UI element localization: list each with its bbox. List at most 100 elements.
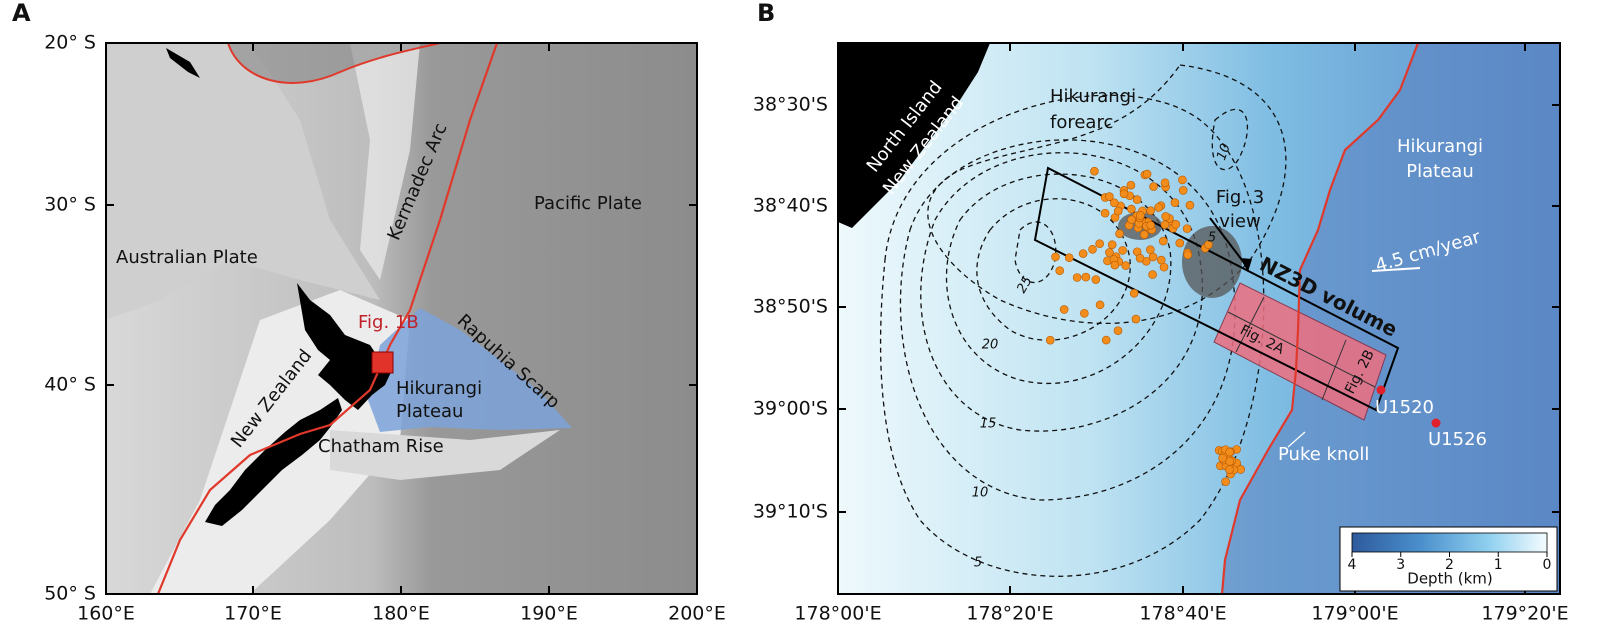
earthquake: [1225, 447, 1234, 457]
colorbar-title: Depth (km): [1407, 570, 1492, 588]
panel-b-frame: [837, 42, 1561, 595]
map-label: Hikurangi: [1397, 136, 1483, 157]
earthquake: [1105, 192, 1114, 201]
lon-tick-label: 170°E: [224, 603, 282, 625]
earthquake: [1059, 305, 1069, 314]
lat-tick-label: 39°00'S: [753, 398, 828, 420]
earthquake: [1160, 178, 1170, 188]
lon-tick-label: 160°E: [77, 603, 135, 625]
map-label: Hikurangi: [396, 378, 482, 399]
earthquake: [1142, 169, 1152, 179]
map-label: Puke knoll: [1278, 444, 1369, 465]
earthquake: [1121, 261, 1131, 270]
lat-tick-label: 20° S: [44, 32, 96, 54]
earthquake: [1072, 273, 1082, 282]
earthquake: [1170, 198, 1180, 207]
earthquake: [1081, 272, 1091, 282]
colorbar: 4 3 2 1 0 Depth (km): [1339, 526, 1558, 592]
map-label: U1520: [1375, 397, 1434, 418]
earthquake: [1225, 457, 1235, 466]
earthquake: [1221, 477, 1230, 487]
earthquake: [1080, 309, 1089, 318]
earthquake: [1185, 200, 1195, 210]
earthquake: [1113, 206, 1123, 216]
earthquake: [1100, 208, 1110, 218]
colorbar-tick-label: 2: [1445, 557, 1454, 573]
lon-tick-label: 200°E: [668, 603, 726, 625]
earthquake: [1160, 220, 1170, 229]
earthquake: [1127, 204, 1136, 214]
earthquake: [1135, 253, 1145, 263]
map-label: U1526: [1428, 429, 1487, 450]
map-label: Pacific Plate: [534, 193, 642, 214]
earthquake: [1178, 186, 1188, 195]
lon-tick-label: 179°20'E: [1481, 603, 1568, 625]
lat-tick-label: 38°40'S: [753, 195, 828, 217]
lat-tick-label: 38°30'S: [753, 94, 828, 116]
earthquake: [1146, 206, 1155, 215]
earthquake: [1101, 335, 1111, 345]
earthquake: [1136, 211, 1145, 220]
earthquake: [1146, 221, 1155, 230]
contour-label: 5: [974, 556, 982, 571]
earthquake: [1175, 238, 1185, 248]
map-label: Fig. 3: [1216, 187, 1264, 208]
lat-tick-label: 39°10'S: [753, 501, 828, 523]
earthquake: [1095, 300, 1105, 310]
earthquake: [1055, 266, 1065, 276]
earthquake: [1159, 262, 1169, 272]
earthquake: [1131, 314, 1141, 324]
earthquake: [1183, 250, 1193, 260]
map-label: Fig. 1B: [358, 312, 419, 333]
lon-tick-label: 178°00'E: [794, 603, 881, 625]
earthquake: [1110, 260, 1120, 270]
contour-label: 5: [1208, 231, 1216, 246]
earthquake: [1107, 240, 1117, 249]
contour-label: 15: [980, 417, 997, 432]
earthquake: [1091, 275, 1101, 284]
lat-tick-label: 50° S: [44, 583, 96, 605]
earthquake: [1088, 244, 1097, 254]
panel-label: A: [12, 0, 31, 27]
contour-label: 20: [982, 338, 999, 353]
panel-label: B: [757, 0, 775, 27]
earthquake: [1171, 220, 1181, 229]
contour-label: 25: [1014, 274, 1035, 296]
map-label: Plateau: [396, 401, 463, 422]
colorbar-tick-label: 1: [1494, 557, 1503, 573]
map-label: Hikurangi: [1050, 86, 1136, 107]
earthquake: [1118, 246, 1127, 255]
lon-tick-label: 178°40'E: [1139, 603, 1226, 625]
earthquake: [1078, 249, 1088, 258]
lon-tick-label: 178°20'E: [966, 603, 1053, 625]
earthquake: [1132, 195, 1142, 204]
map-label: Chatham Rise: [318, 436, 444, 457]
earthquake: [1161, 212, 1171, 221]
earthquake: [1119, 189, 1129, 199]
lon-tick-label: 179°00'E: [1311, 603, 1398, 625]
colorbar-tick-label: 4: [1348, 557, 1357, 573]
earthquake: [1139, 230, 1149, 239]
earthquake: [1105, 248, 1114, 257]
colorbar-tick-label: 0: [1543, 557, 1552, 573]
earthquake: [1126, 180, 1136, 190]
earthquake: [1045, 335, 1055, 345]
earthquake: [1146, 245, 1155, 255]
map-label: forearc: [1050, 112, 1113, 133]
earthquake: [1051, 252, 1060, 262]
earthquake: [1095, 239, 1104, 249]
earthquake: [1113, 326, 1123, 336]
map-label: view: [1219, 211, 1260, 232]
earthquake: [1090, 166, 1099, 176]
panel-b-map: [838, 43, 1560, 594]
earthquake: [1178, 175, 1187, 185]
lat-tick-label: 40° S: [44, 374, 96, 396]
earthquake: [1127, 215, 1136, 225]
earthquake: [1159, 236, 1168, 246]
map-label: Plateau: [1406, 161, 1473, 182]
earthquake: [1154, 203, 1163, 212]
panel-a-map: [106, 43, 697, 594]
earthquake: [1110, 198, 1119, 208]
earthquake: [1115, 229, 1124, 238]
